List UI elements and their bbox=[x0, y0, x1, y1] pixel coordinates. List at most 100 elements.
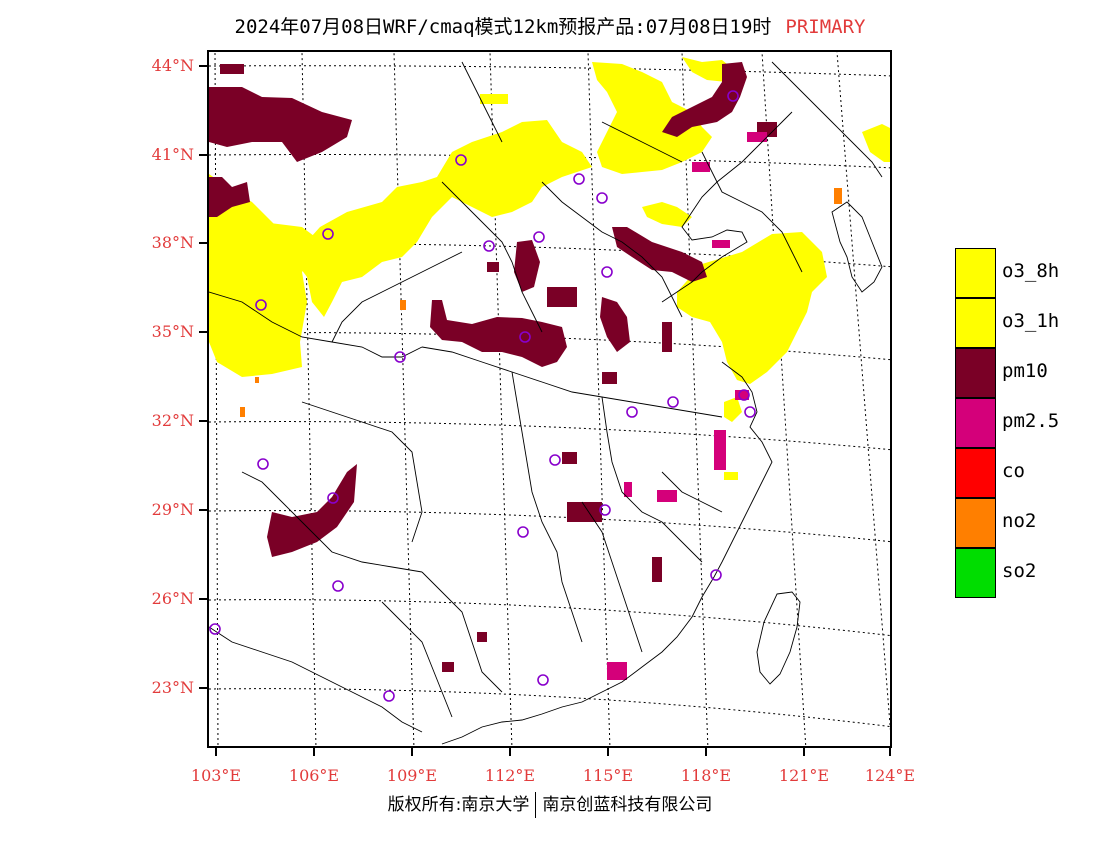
legend-item-o3-1h: o3_1h bbox=[955, 298, 1085, 348]
pm25-cell bbox=[735, 390, 749, 400]
lat-label-38: 38°N bbox=[151, 233, 194, 252]
no2-cell bbox=[240, 407, 245, 417]
province-line bbox=[511, 371, 583, 643]
boundaries bbox=[209, 61, 883, 745]
stations bbox=[209, 90, 756, 702]
lon-label-103: 103°E bbox=[190, 766, 242, 785]
pm10-cell bbox=[477, 632, 487, 642]
station-marker bbox=[738, 389, 750, 401]
station-marker bbox=[255, 299, 267, 311]
station-marker bbox=[394, 351, 406, 363]
pm25-cell bbox=[714, 430, 726, 470]
province-line bbox=[381, 601, 453, 718]
copyright-footer: 版权所有:南京大学 南京创蓝科技有限公司 bbox=[0, 790, 1100, 818]
lon-label-121: 121°E bbox=[778, 766, 830, 785]
legend-item-no2: no2 bbox=[955, 498, 1085, 548]
lon-label-115: 115°E bbox=[582, 766, 634, 785]
no2-cell bbox=[255, 377, 259, 383]
pm25-regions bbox=[607, 132, 767, 680]
pm25-cell bbox=[607, 662, 627, 680]
legend-label: co bbox=[1002, 460, 1025, 482]
station-marker bbox=[209, 623, 221, 635]
meridian-106 bbox=[301, 52, 317, 746]
lon-label-118: 118°E bbox=[680, 766, 732, 785]
station-marker bbox=[596, 192, 608, 204]
parallel-44 bbox=[209, 65, 890, 77]
pm10-region-central bbox=[430, 300, 567, 367]
meridian-124 bbox=[836, 52, 890, 731]
province-line bbox=[421, 571, 503, 693]
lat-label-41: 41°N bbox=[151, 145, 194, 164]
station-marker bbox=[537, 674, 549, 686]
o3-region-korea bbox=[862, 124, 890, 162]
title-main: 2024年07月08日WRF/cmaq模式12km预报产品:07月08日19时 bbox=[234, 16, 772, 38]
legend-item-pm25: pm2.5 bbox=[955, 398, 1085, 448]
legend-swatch bbox=[955, 398, 996, 448]
station-marker bbox=[257, 458, 269, 470]
province-line bbox=[301, 401, 423, 543]
legend-swatch bbox=[955, 348, 996, 398]
lon-tick bbox=[313, 748, 315, 756]
province-line bbox=[241, 471, 423, 573]
pm25-cell bbox=[747, 132, 767, 142]
station-marker bbox=[519, 331, 531, 343]
coastline bbox=[441, 111, 793, 745]
lon-label-112: 112°E bbox=[484, 766, 536, 785]
pm10-cell bbox=[442, 662, 454, 672]
lat-tick bbox=[199, 420, 207, 422]
lat-label-32: 32°N bbox=[151, 411, 194, 430]
meridian-115 bbox=[587, 52, 611, 746]
o3-region-north bbox=[592, 62, 712, 174]
station-marker bbox=[483, 240, 495, 252]
parallel-23 bbox=[209, 688, 890, 728]
pm10-cell bbox=[547, 287, 577, 307]
station-marker bbox=[332, 580, 344, 592]
lon-tick bbox=[215, 748, 217, 756]
lon-label-124: 124°E bbox=[864, 766, 916, 785]
lat-tick bbox=[199, 65, 207, 67]
meridian-109 bbox=[393, 52, 415, 746]
pm10-cell bbox=[487, 262, 499, 272]
province-line bbox=[441, 181, 543, 333]
lon-tick bbox=[889, 748, 891, 756]
pm10-cell bbox=[567, 502, 602, 522]
legend-label: o3_8h bbox=[1002, 260, 1060, 282]
lon-tick bbox=[607, 748, 609, 756]
station-marker bbox=[533, 231, 545, 243]
province-line bbox=[331, 251, 463, 343]
legend-item-o3-8h: o3_8h bbox=[955, 248, 1085, 298]
lon-tick bbox=[803, 748, 805, 756]
pm10-region-shandong bbox=[600, 297, 630, 352]
province-line bbox=[541, 181, 683, 318]
lat-tick bbox=[199, 154, 207, 156]
lon-tick bbox=[705, 748, 707, 756]
pm10-region-ne bbox=[662, 62, 747, 137]
station-marker bbox=[327, 492, 339, 504]
meridian-121 bbox=[761, 52, 807, 746]
pm10-region-east-belt bbox=[612, 227, 707, 282]
station-marker bbox=[322, 228, 334, 240]
pm10-cell bbox=[652, 557, 662, 582]
lat-label-29: 29°N bbox=[151, 500, 194, 519]
pm25-cell bbox=[657, 490, 677, 502]
o3-region-west-north bbox=[209, 120, 592, 317]
lon-tick bbox=[411, 748, 413, 756]
province-line bbox=[701, 151, 803, 273]
province-line bbox=[601, 121, 683, 163]
legend-label: so2 bbox=[1002, 560, 1037, 582]
province-line bbox=[601, 396, 703, 563]
station-marker bbox=[744, 406, 756, 418]
korea-outline bbox=[831, 201, 883, 293]
station-marker bbox=[599, 504, 611, 516]
pm10-region-sw bbox=[267, 464, 357, 557]
footer-left: 版权所有:南京大学 bbox=[387, 795, 530, 815]
legend-item-so2: so2 bbox=[955, 548, 1085, 598]
legend-swatch bbox=[955, 548, 996, 598]
lon-label-109: 109°E bbox=[386, 766, 438, 785]
legend-item-co: co bbox=[955, 448, 1085, 498]
pm10-region-w bbox=[209, 177, 250, 217]
no2-cell bbox=[400, 300, 406, 310]
o3-cell bbox=[724, 472, 738, 480]
lat-tick bbox=[199, 687, 207, 689]
no2-regions bbox=[240, 188, 842, 417]
